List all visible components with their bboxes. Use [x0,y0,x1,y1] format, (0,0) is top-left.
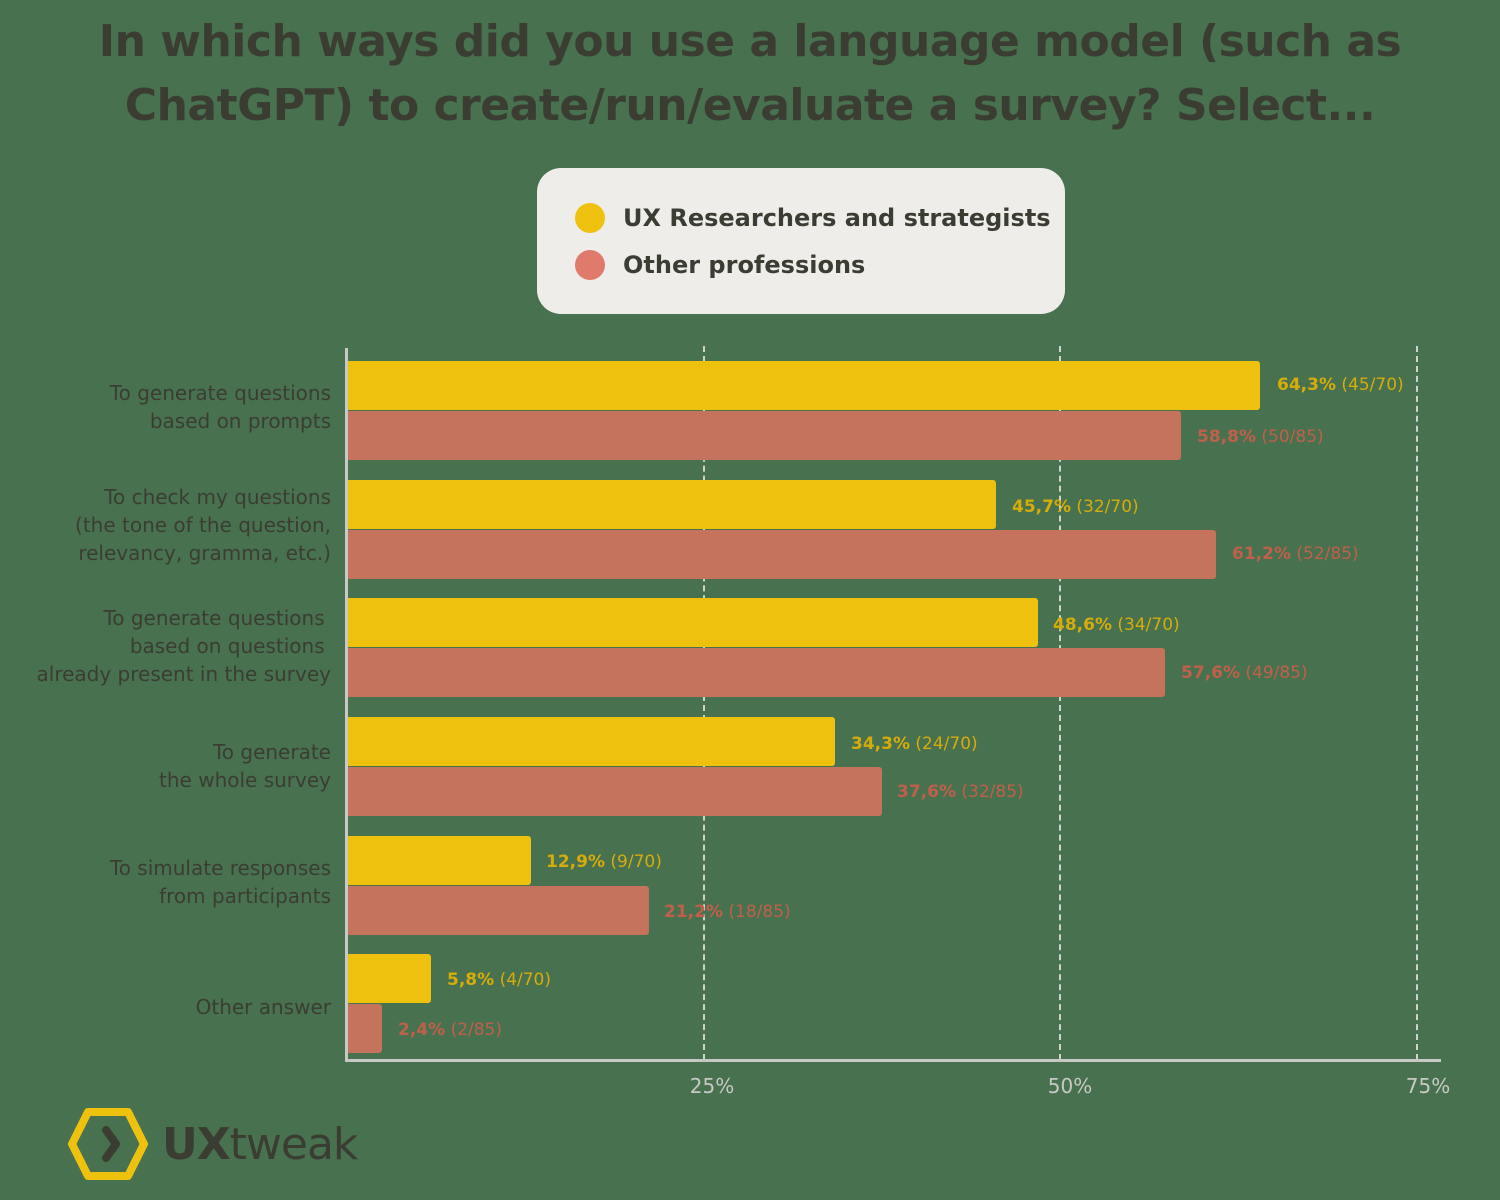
bar-ux [348,361,1260,410]
value-label-ux: 64,3% (45/70) [1277,375,1404,395]
x-axis [345,1059,1441,1062]
category-label: To simulate responses from participants [109,856,331,908]
bar-other [348,1004,382,1053]
category-label: To generate questions based on questions… [36,606,332,686]
bar-ux [348,480,996,529]
gridline-50 [1059,346,1061,1060]
value-label-ux: 45,7% (32/70) [1012,497,1139,517]
value-label-ux: 48,6% (34/70) [1053,615,1180,635]
legend-dot-icon [575,203,605,233]
bar-ux [348,954,431,1003]
bar-ux [348,717,835,766]
x-tick-label: 75% [1405,1074,1451,1098]
logo-text: UXtweak [162,1118,358,1170]
category-label: To check my questions (the tone of the q… [75,485,331,565]
y-axis [345,348,348,1062]
legend-label: UX Researchers and strategists [623,204,1051,232]
category-label: To generate the whole survey [159,740,331,792]
bar-other [348,648,1165,697]
bar-ux [348,598,1038,647]
legend: UX Researchers and strategists Other pro… [537,168,1065,314]
legend-dot-icon [575,250,605,280]
gridline-25 [703,346,705,1060]
bar-other [348,886,649,935]
uxtweak-logo: UXtweak [68,1108,358,1180]
gridline-75 [1416,346,1418,1060]
value-label-ux: 5,8% (4/70) [447,970,552,990]
value-label-other: 57,6% (49/85) [1181,663,1308,683]
chart-title-line1: In which ways did you use a language mod… [98,16,1402,67]
chart-title: In which ways did you use a language mod… [0,10,1500,138]
value-label-other: 2,4% (2/85) [398,1020,503,1040]
value-label-ux: 12,9% (9/70) [546,852,662,872]
bar-other [348,411,1181,460]
bar-other [348,767,882,816]
bar-other [348,530,1216,579]
legend-item-ux: UX Researchers and strategists [575,203,1051,233]
category-label: Other answer [195,995,331,1019]
x-tick-label: 25% [689,1074,735,1098]
legend-item-other: Other professions [575,250,865,280]
value-label-other: 58,8% (50/85) [1197,427,1324,447]
bar-ux [348,836,531,885]
hexagon-chevron-icon [68,1108,148,1180]
value-label-ux: 34,3% (24/70) [851,734,978,754]
value-label-other: 61,2% (52/85) [1232,544,1359,564]
chart-title-line2: ChatGPT) to create/run/evaluate a survey… [124,80,1376,131]
value-label-other: 21,2% (18/85) [664,902,791,922]
x-tick-label: 50% [1047,1074,1093,1098]
category-label: To generate questions based on prompts [109,381,331,433]
value-label-other: 37,6% (32/85) [897,782,1024,802]
legend-label: Other professions [623,251,866,279]
